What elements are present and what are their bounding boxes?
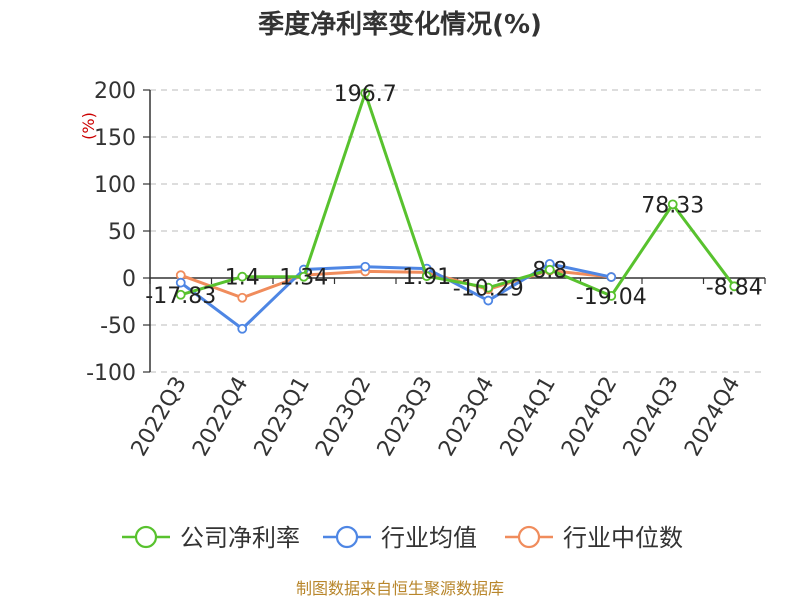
series-0-point-9 [729,281,740,292]
series-0-point-3 [360,88,371,99]
data-label-8: 78.33 [641,193,704,218]
legend-marker-1 [335,525,359,549]
data-label-5: -10.29 [453,277,524,302]
x-tick-label-5: 2023Q4 [434,373,499,461]
series-0-point-7 [606,290,617,301]
series-line-0 [180,91,736,298]
data-label-0: -17.83 [145,284,216,309]
x-tick-label-9: 2024Q4 [680,373,745,461]
series-1-point-3 [360,261,371,272]
data-label-6: 8.8 [532,259,567,284]
series-0-point-1 [237,271,248,282]
series-0-point-5 [483,282,494,293]
series-1-point-5 [483,295,494,306]
x-tick-label-4: 2023Q3 [373,373,438,461]
series-lines [175,88,740,334]
y-tick-labels: 200 150 100 50 0 -50 -100 [86,79,136,386]
x-tick-labels: 2022Q32022Q42023Q12023Q22023Q32023Q42024… [127,373,746,461]
series-0-point-4 [421,271,432,282]
series-0-point-0 [175,289,186,300]
y-tick-label-2: 100 [94,173,136,198]
legend-label-2: 行业中位数 [563,524,683,552]
grid-lines [150,89,765,373]
series-line-1 [179,262,612,331]
legend-label-0: 公司净利率 [180,524,300,552]
series-1-point-7 [606,272,617,282]
series-1-point-0 [175,277,186,288]
y-tick-label-0: 200 [94,79,136,104]
y-tick-label-6: -100 [86,361,136,386]
x-tick-label-3: 2023Q2 [311,373,376,461]
legend-label-1: 行业均值 [381,524,477,552]
legend: 公司净利率 行业均值 行业中位数 [122,524,683,552]
source-note: 制图数据来自恒生聚源数据库 [296,579,504,598]
data-label-4: 1.91 [402,265,451,290]
chart-title: 季度净利率变化情况(%) [258,9,542,40]
y-tick-label-4: 0 [122,267,136,292]
data-label-9: -8.84 [706,275,763,300]
legend-marker-2 [517,525,541,549]
x-tick-label-6: 2024Q1 [496,373,561,461]
series-0-point-6 [544,264,555,275]
data-labels: -17.83 1.4 1.34 196.7 1.91 -10.29 8.8 -19.04 78.… [145,82,762,310]
y-tick-label-5: -50 [100,314,136,339]
legend-marker-0 [134,525,158,549]
series-2-point-1 [237,292,248,303]
x-tick-label-2: 2023Q1 [250,373,315,461]
series-1-point-1 [237,323,248,334]
x-tick-label-8: 2024Q3 [619,373,684,461]
data-label-1: 1.4 [225,266,260,291]
data-label-3: 196.7 [334,82,397,107]
x-tick-label-7: 2024Q2 [557,373,622,461]
data-label-2: 1.34 [279,266,328,291]
y-axis-unit: (%) [79,112,98,140]
y-tick-label-3: 50 [108,220,136,245]
series-0-point-8 [667,199,678,210]
y-tick-label-1: 150 [94,126,136,151]
x-tick-label-0: 2022Q3 [127,373,192,461]
x-tick-label-1: 2022Q4 [188,373,253,461]
series-0-point-2 [298,271,309,282]
data-label-7: -19.04 [576,285,647,310]
